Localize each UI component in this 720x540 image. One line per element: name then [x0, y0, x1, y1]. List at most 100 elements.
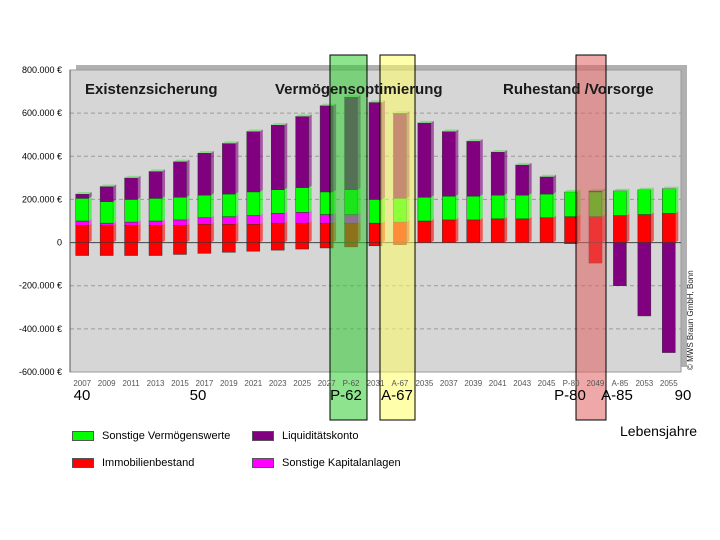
bar-segment-side	[504, 193, 508, 219]
bar-top-cap	[149, 169, 166, 172]
bar-segment-side	[430, 195, 434, 221]
y-tick-label: -400.000 €	[19, 324, 62, 334]
x-tick-label: 2049	[587, 379, 605, 388]
phase-label: Existenzsicherung	[85, 81, 218, 98]
bar-segment-side	[626, 213, 630, 243]
y-tick-label: -600.000 €	[19, 367, 62, 377]
bar-segment	[295, 187, 309, 213]
bar-segment	[99, 222, 114, 226]
bar-segment-side	[235, 192, 239, 217]
x-tick-label: 2021	[244, 379, 262, 388]
phase-label: Vermögensoptimierung	[275, 81, 443, 98]
bar-top-cap	[197, 151, 214, 154]
bar-segment	[222, 223, 236, 243]
bar-segment-side	[284, 211, 288, 224]
legend-item-sonstige-vermoegenswerte: Sonstige Vermögenswerte	[72, 430, 230, 442]
legend-swatch-purple	[252, 431, 274, 441]
bar-segment-negative	[222, 242, 236, 253]
y-tick-label: -200.000 €	[19, 281, 62, 291]
bar-segment-side	[284, 187, 288, 214]
bar-segment-side	[259, 189, 263, 216]
bar-segment	[515, 194, 529, 220]
bar-segment	[539, 217, 554, 243]
bar-segment-side	[430, 120, 434, 198]
bar-segment	[515, 218, 529, 243]
highlight-band-p-62	[329, 54, 368, 421]
x-tick-label: P-62	[343, 379, 360, 388]
bar-segment	[515, 164, 529, 196]
bar-segment-side	[210, 193, 214, 218]
bar-segment	[197, 152, 212, 196]
bar-top-cap	[246, 129, 263, 132]
bar-segment	[295, 222, 309, 243]
bar-segment-side	[137, 220, 141, 226]
bar-segment-side	[162, 223, 166, 243]
bar-segment-side	[504, 216, 508, 243]
legend-item-immobilienbestand: Immobilienbestand	[72, 457, 194, 469]
bar-top-cap	[613, 188, 630, 191]
bar-segment-side	[235, 222, 239, 243]
bar-segment	[270, 124, 285, 190]
x-tick-label: 2013	[147, 379, 165, 388]
bar-segment	[99, 225, 114, 243]
x-tick-label: 2041	[489, 379, 507, 388]
bar-segment-side	[259, 213, 263, 225]
legend-swatch-red	[72, 458, 94, 468]
bar-segment-side	[455, 194, 459, 220]
bar-top-cap	[466, 139, 483, 142]
bar-segment	[246, 191, 261, 216]
highlight-band-p-80	[575, 54, 607, 421]
bar-segment-side	[210, 151, 214, 196]
bar-segment	[99, 186, 114, 202]
bar-segment	[490, 194, 505, 220]
x-tick-label: A-67	[391, 379, 408, 388]
bar-top-cap	[222, 141, 239, 144]
bar-top-cap	[662, 186, 679, 189]
bar-segment-side	[675, 211, 679, 243]
x-tick-label: 2035	[415, 379, 433, 388]
bar-segment	[246, 223, 261, 243]
bar-segment-side	[650, 212, 654, 243]
bar-segment	[148, 225, 163, 243]
legend-label: Sonstige Kapitalanlagen	[282, 457, 401, 469]
bar-segment-side	[88, 192, 92, 199]
x-axis-label: Lebensjahre	[620, 423, 698, 439]
bar-segment-negative	[173, 242, 187, 255]
bar-segment	[148, 198, 163, 222]
bar-segment-side	[137, 175, 141, 200]
bar-segment	[466, 140, 481, 197]
x-tick-label: 2053	[635, 379, 653, 388]
age-label: 40	[74, 387, 91, 404]
bar-top-cap	[100, 184, 117, 187]
bar-segment-negative	[637, 242, 652, 317]
age-label: 90	[675, 387, 692, 404]
bar-segment	[246, 215, 261, 225]
bar-segment	[270, 222, 285, 243]
bar-segment-side	[210, 215, 214, 225]
bar-top-cap	[417, 120, 434, 123]
phase-label: Ruhestand /Vorsorge	[503, 81, 654, 98]
bar-segment-side	[235, 214, 239, 225]
y-tick-label: 800.000 €	[22, 65, 62, 75]
x-tick-label: 2045	[538, 379, 556, 388]
bar-segment	[295, 116, 309, 188]
x-tick-label: 2039	[464, 379, 482, 388]
bar-segment	[148, 220, 163, 226]
bar-top-cap	[295, 114, 312, 117]
bar-segment	[417, 220, 432, 243]
bar-segment	[442, 195, 456, 221]
bar-segment	[222, 193, 236, 217]
bar-segment-side	[162, 219, 166, 226]
bar-segment-negative	[246, 242, 261, 252]
age-label: P-62	[330, 387, 362, 404]
bar-segment	[466, 195, 481, 221]
x-tick-label: 2019	[220, 379, 238, 388]
legend-swatch-magenta	[252, 458, 274, 468]
bar-segment	[124, 225, 138, 243]
bar-segment-side	[137, 197, 141, 223]
bar-segment-side	[186, 223, 190, 243]
bar-segment	[417, 197, 432, 222]
bar-segment-negative	[270, 242, 285, 251]
bar-top-cap	[271, 123, 288, 126]
bar-segment-side	[284, 221, 288, 243]
